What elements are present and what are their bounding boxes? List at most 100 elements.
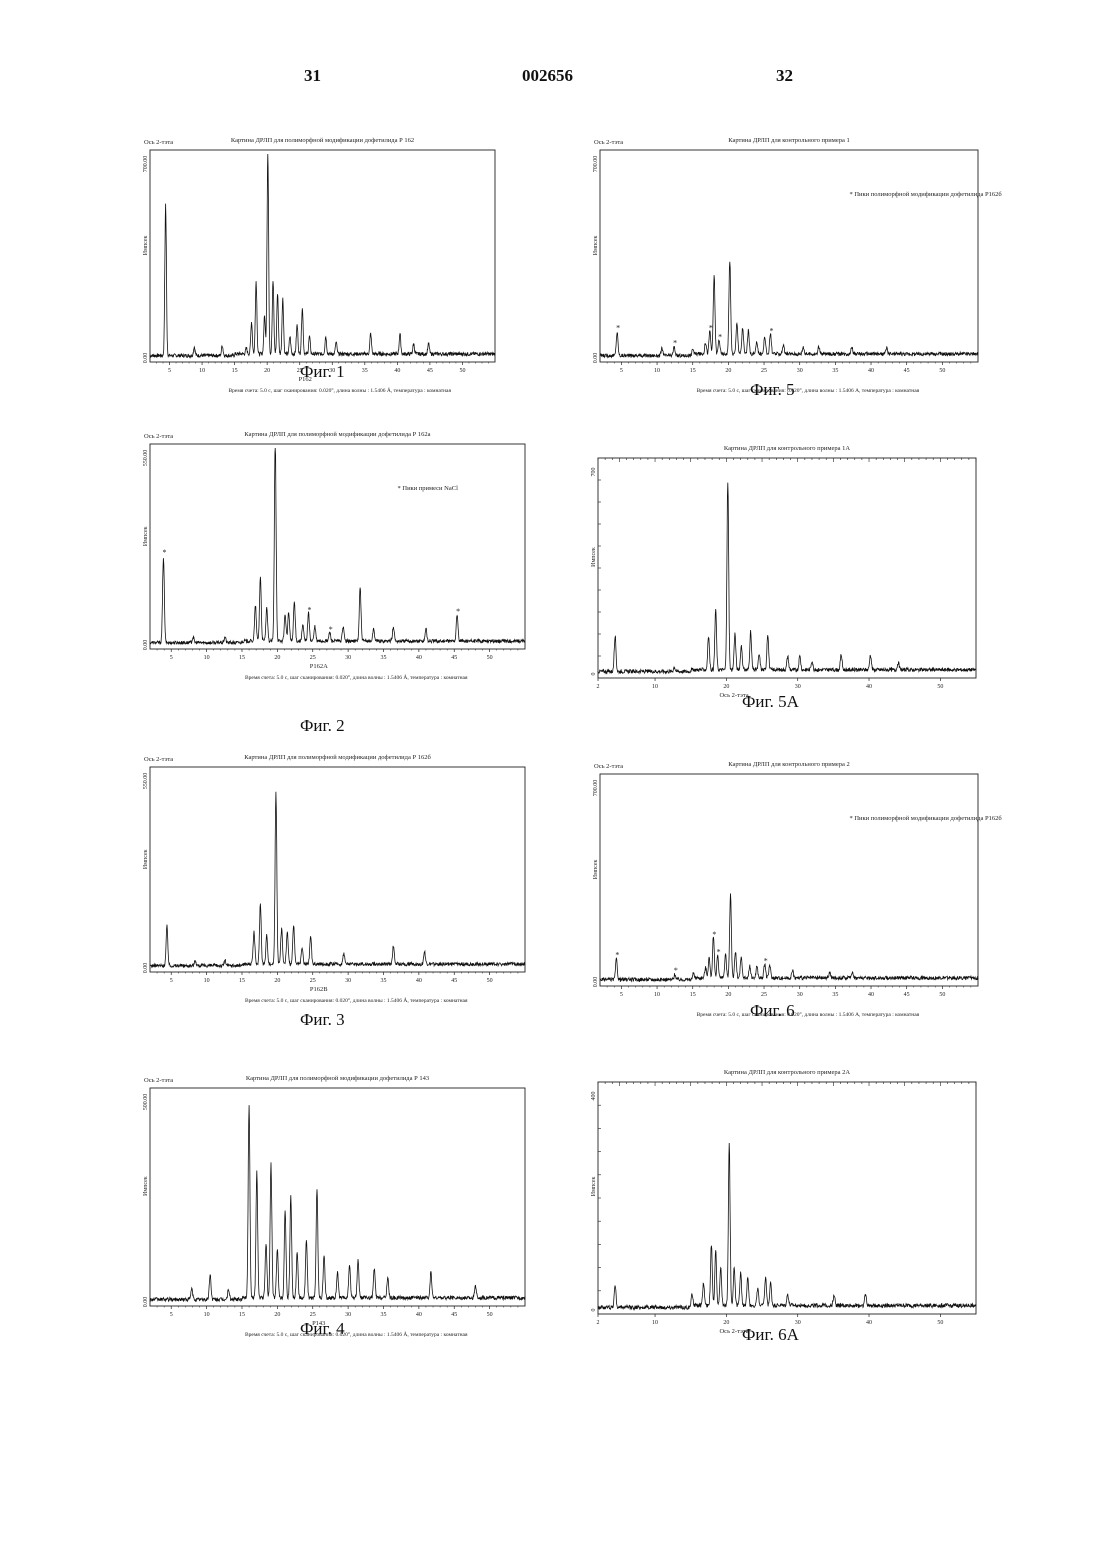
x-tick-label: 50 [939, 368, 945, 374]
y-axis-top-label: 500.00 [143, 1094, 149, 1111]
x-tick-label: 10 [204, 978, 210, 984]
x-tick-label: 20 [274, 1312, 280, 1318]
chart-title: Картина ДРЛП для контрольного примера 2 [728, 761, 849, 768]
x-tick-label: 35 [832, 992, 838, 998]
x-tick-label: 50 [487, 1312, 493, 1318]
figure-f5a: Картина ДРЛП для контрольного примера 1А… [590, 438, 1006, 726]
axis-corner-label: Ось 2-тэта [594, 139, 623, 146]
x-tick-label: 10 [204, 655, 210, 661]
diffraction-curve [600, 893, 978, 981]
x-tick-label: 45 [451, 655, 457, 661]
figure-caption: Фиг. 6А [742, 1325, 799, 1345]
figure-f3: Картина ДРЛП для полиморфной модификации… [140, 745, 555, 1020]
x-tick-label: 30 [797, 368, 803, 374]
axis-corner-label: Ось 2-тэта [594, 763, 623, 770]
peak-marker: * [673, 338, 677, 347]
chart-title: Картина ДРЛП для контрольного примера 1 [728, 137, 849, 144]
diffraction-curve [150, 792, 525, 968]
x-tick-label: 5 [620, 992, 623, 998]
x-tick-label: 50 [487, 978, 493, 984]
x-tick-label: 20 [723, 1320, 729, 1326]
plot-frame [150, 767, 525, 972]
y-axis-bottom-label: 0.00 [143, 1297, 149, 1308]
x-tick-label: 2 [597, 1320, 600, 1326]
y-axis-top-label: 700.00 [593, 156, 599, 173]
figure-f6a: Картина ДРЛП для контрольного примера 2А… [590, 1062, 1006, 1362]
figure-caption: Фиг. 6 [750, 1001, 795, 1021]
plot-frame [150, 150, 495, 362]
acquisition-footnote: Время счета: 5.0 с, шаг сканирования: 0.… [697, 387, 920, 394]
diffraction-curve [598, 483, 976, 674]
x-tick-label: 35 [380, 1312, 386, 1318]
figure-f5: Картина ДРЛП для контрольного примера 1 О… [590, 128, 1008, 410]
diffraction-curve [150, 448, 525, 644]
peak-marker: * [769, 327, 773, 336]
chart-title: Картина ДРЛП для контрольного примера 2А [724, 1069, 850, 1076]
x-tick-label: 50 [939, 992, 945, 998]
x-tick-label: 50 [459, 368, 465, 374]
figure-caption: Фиг. 4 [300, 1319, 345, 1339]
y-axis-top-label: 550.00 [143, 450, 149, 467]
x-tick-label: 25 [761, 368, 767, 374]
figure-caption: Фиг. 3 [300, 1010, 345, 1030]
figure-caption: Фиг. 5А [742, 692, 799, 712]
x-tick-label: 40 [868, 992, 874, 998]
peak-marker: * [712, 930, 716, 939]
x-tick-label: 25 [310, 655, 316, 661]
acquisition-footnote: Время счета: 5.0 с, шаг сканирования: 0.… [228, 386, 451, 394]
y-axis-label: Импсек [593, 859, 599, 879]
y-axis-top-label: 700.00 [593, 780, 599, 797]
x-tick-label: 35 [380, 978, 386, 984]
xrpd-chart-f4: Картина ДРЛП для полиморфной модификации… [140, 1066, 555, 1354]
xrpd-chart-f2: Картина ДРЛП для полиморфной модификации… [140, 422, 555, 697]
x-tick-label: 35 [362, 368, 368, 374]
x-tick-label: 45 [904, 368, 910, 374]
y-axis-label: Импсек [593, 235, 599, 255]
x-tick-label: 15 [690, 992, 696, 998]
y-axis-bottom-label: 0.00 [143, 353, 149, 364]
xrpd-chart-f3: Картина ДРЛП для полиморфной модификации… [140, 745, 555, 1020]
plot-frame [598, 1082, 976, 1314]
sample-label: P162A [310, 663, 328, 670]
x-tick-label: 45 [904, 992, 910, 998]
x-tick-label: 30 [345, 655, 351, 661]
figure-caption: Фиг. 1 [300, 362, 345, 382]
x-tick-label: 25 [761, 992, 767, 998]
chart-title: Картина ДРЛП для полиморфной модификации… [244, 754, 431, 761]
x-tick-label: 10 [199, 368, 205, 374]
sample-label: P162B [310, 986, 328, 993]
x-tick-label: 10 [654, 992, 660, 998]
xrpd-chart-f5a: Картина ДРЛП для контрольного примера 1А… [590, 438, 1006, 726]
plot-frame [150, 444, 525, 649]
figure-caption: Фиг. 5 [750, 380, 795, 400]
figure-f6: Картина ДРЛП для контрольного примера 2 О… [590, 752, 1008, 1034]
y-axis-label: Импсек [591, 1176, 597, 1196]
x-tick-label: 40 [416, 655, 422, 661]
y-axis-label: Импсек [143, 235, 149, 255]
page-number-left: 31 [304, 66, 321, 86]
x-tick-label: 40 [416, 978, 422, 984]
x-tick-label: 20 [264, 368, 270, 374]
y-axis-label: Импсек [143, 849, 149, 869]
x-tick-label: 15 [239, 655, 245, 661]
y-axis-label: Импсек [143, 526, 149, 546]
page-number-right: 32 [776, 66, 793, 86]
y-axis-label: Импсек [591, 547, 597, 567]
x-tick-label: 5 [170, 1312, 173, 1318]
x-tick-label: 30 [797, 992, 803, 998]
peak-marker: * [456, 607, 460, 616]
x-tick-label: 20 [723, 684, 729, 690]
x-tick-label: 10 [654, 368, 660, 374]
plot-frame [598, 458, 976, 678]
x-tick-label: 20 [274, 655, 280, 661]
peak-marker: * [709, 324, 713, 333]
x-tick-label: 10 [652, 1320, 658, 1326]
chart-title: Картина ДРЛП для полиморфной модификации… [244, 431, 430, 438]
y-axis-bottom-label: 0.00 [593, 977, 599, 988]
x-tick-label: 15 [232, 368, 238, 374]
xrpd-chart-f6: Картина ДРЛП для контрольного примера 2 О… [590, 752, 1008, 1034]
peak-marker: * [764, 956, 768, 965]
acquisition-footnote: Время счета: 5.0 с, шаг сканирования: 0.… [697, 1011, 920, 1018]
acquisition-footnote: Время счета: 5.0 с, шаг сканирования: 0.… [245, 673, 468, 681]
diffraction-curve [150, 1105, 525, 1301]
